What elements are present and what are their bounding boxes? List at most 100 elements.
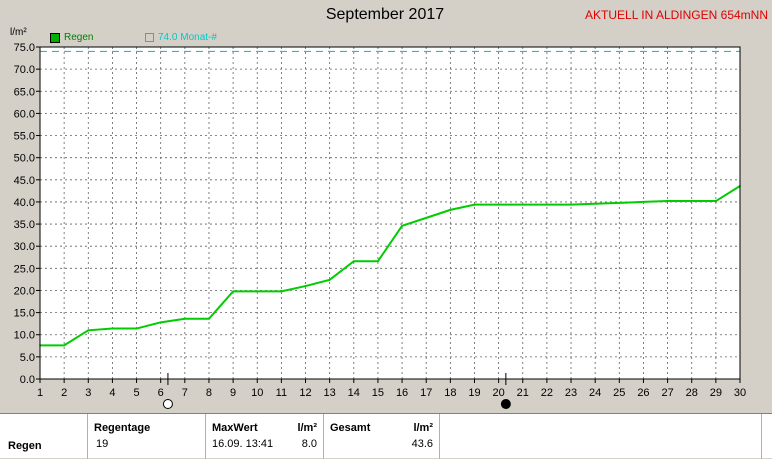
y-tick-label: 60.0 (14, 108, 35, 120)
series-rain-point (304, 285, 307, 287)
series-rain-point (497, 203, 500, 206)
series-rain-point (473, 203, 476, 206)
series-rain-point (570, 203, 572, 206)
x-tick-label: 14 (348, 387, 360, 399)
x-tick-label: 21 (517, 387, 529, 399)
x-tick-label: 24 (589, 387, 601, 399)
regentage-header: Regentage (94, 422, 151, 434)
series-rain-point (135, 327, 138, 330)
full-moon-marker (162, 399, 173, 409)
series-rain-point (642, 201, 645, 203)
x-tick-label: 2 (61, 387, 67, 399)
maxwert-time: 16.09. 13:41 (212, 438, 274, 450)
series-rain-point (714, 200, 717, 202)
y-tick-label: 50.0 (14, 153, 35, 165)
series-rain-point (232, 290, 235, 293)
x-tick-label: 15 (372, 387, 384, 399)
maxwert-unit: l/m² (297, 422, 317, 434)
stats-panel: Regen Regentage 19 MaxWert l/m² 16.09. 1… (0, 413, 772, 459)
series-rain-point (425, 216, 428, 219)
stats-row-label: Regen (8, 440, 42, 452)
series-rain-point (256, 290, 259, 293)
x-tick-label: 10 (251, 387, 263, 399)
series-rain-point (63, 344, 66, 347)
y-tick-label: 35.0 (14, 219, 35, 231)
y-tick-label: 25.0 (14, 263, 35, 275)
series-rain-point (594, 202, 597, 205)
y-tick-label: 70.0 (14, 64, 35, 76)
series-rain-point (377, 260, 379, 263)
station-label: AKTUELL IN ALDINGEN 654mNN (585, 8, 768, 22)
x-tick-label: 5 (133, 387, 139, 399)
y-axis-unit: l/m² (10, 27, 27, 38)
y-tick-label: 10.0 (14, 330, 35, 342)
series-rain-point (521, 203, 524, 206)
y-tick-label: 75.0 (14, 42, 35, 54)
gesamt-value: 43.6 (411, 438, 433, 450)
maxwert-cell: MaxWert l/m² 16.09. 13:41 8.0 (206, 414, 324, 459)
x-tick-label: 28 (686, 387, 698, 399)
legend-reference: 74.0 Monat-# (145, 32, 217, 43)
legend-rain: Regen (50, 32, 93, 43)
x-tick-label: 18 (444, 387, 456, 399)
plot-border (39, 46, 741, 380)
x-tick-label: 30 (734, 387, 746, 399)
x-tick-label: 20 (492, 387, 504, 399)
maxwert-header: MaxWert (212, 422, 258, 434)
series-rain-point (449, 209, 452, 211)
series-rain-point (328, 278, 331, 281)
x-tick-label: 12 (299, 387, 311, 399)
x-tick-label: 29 (710, 387, 722, 399)
series-rain-point (87, 329, 90, 332)
new-moon-marker (500, 399, 511, 409)
y-tick-label: 30.0 (14, 241, 35, 253)
legend-rain-label: Regen (64, 32, 94, 43)
series-rain-point (280, 290, 283, 293)
x-tick-label: 16 (396, 387, 408, 399)
series-rain-point (545, 203, 548, 206)
legend-reference-label: 74.0 Monat-# (158, 32, 217, 43)
x-tick-label: 1 (37, 387, 43, 399)
x-tick-label: 26 (637, 387, 649, 399)
series-rain-point (401, 224, 403, 227)
series-rain-point (618, 201, 621, 204)
x-tick-label: 4 (109, 387, 115, 399)
x-tick-label: 23 (565, 387, 577, 399)
series-rain-point (690, 200, 693, 202)
y-tick-label: 55.0 (14, 131, 35, 143)
stats-label-cell: Regen (0, 414, 88, 459)
gesamt-cell: Gesamt l/m² 43.6 (324, 414, 440, 459)
x-tick-label: 8 (206, 387, 212, 399)
regentage-cell: Regentage 19 (88, 414, 206, 459)
y-tick-label: 0.0 (20, 374, 35, 386)
series-rain-point (183, 317, 186, 320)
series-rain-point (666, 200, 669, 202)
chart-title: September 2017 (325, 6, 445, 23)
plot-area (39, 46, 741, 380)
x-tick-label: 11 (276, 387, 287, 399)
gesamt-header: Gesamt (330, 422, 371, 434)
x-tick-label: 7 (182, 387, 188, 399)
rain-chart: 1 2 3 4 5 6 7 8 9 10 11 12 13 14 15 16 17 18 19 20 21 22 23 24 2… (14, 42, 746, 409)
x-tick-label: 19 (468, 387, 480, 399)
series-rain-point (111, 327, 114, 330)
x-tick-label: 6 (158, 387, 164, 399)
x-tick-label: 9 (230, 387, 236, 399)
series-rain-point (208, 317, 210, 320)
x-tick-label: 27 (661, 387, 673, 399)
series-rain-line (40, 185, 741, 347)
x-tick-label: 25 (613, 387, 625, 399)
y-tick-label: 15.0 (14, 308, 35, 320)
x-tick-label: 13 (324, 387, 336, 399)
series-rain-point (352, 260, 355, 263)
gesamt-unit: l/m² (413, 422, 433, 434)
maxwert-value: 8.0 (301, 438, 317, 450)
y-tick-label: 5.0 (20, 352, 35, 364)
legend-rain-swatch (50, 32, 60, 43)
regentage-value: 19 (96, 438, 109, 450)
series-rain-point (159, 321, 162, 324)
legend-reference-swatch (145, 33, 154, 42)
y-tick-label: 40.0 (14, 197, 35, 209)
x-tick-label: 22 (541, 387, 553, 399)
